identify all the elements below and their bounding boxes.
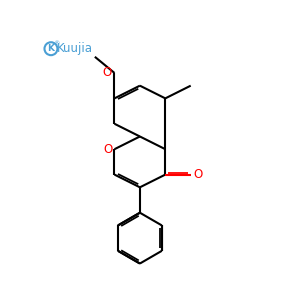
Text: Kuujia: Kuujia	[57, 42, 93, 55]
Text: O: O	[194, 168, 203, 181]
Text: ®: ®	[54, 41, 60, 46]
Text: O: O	[103, 67, 112, 80]
Text: O: O	[103, 143, 112, 156]
Text: K: K	[47, 44, 55, 53]
